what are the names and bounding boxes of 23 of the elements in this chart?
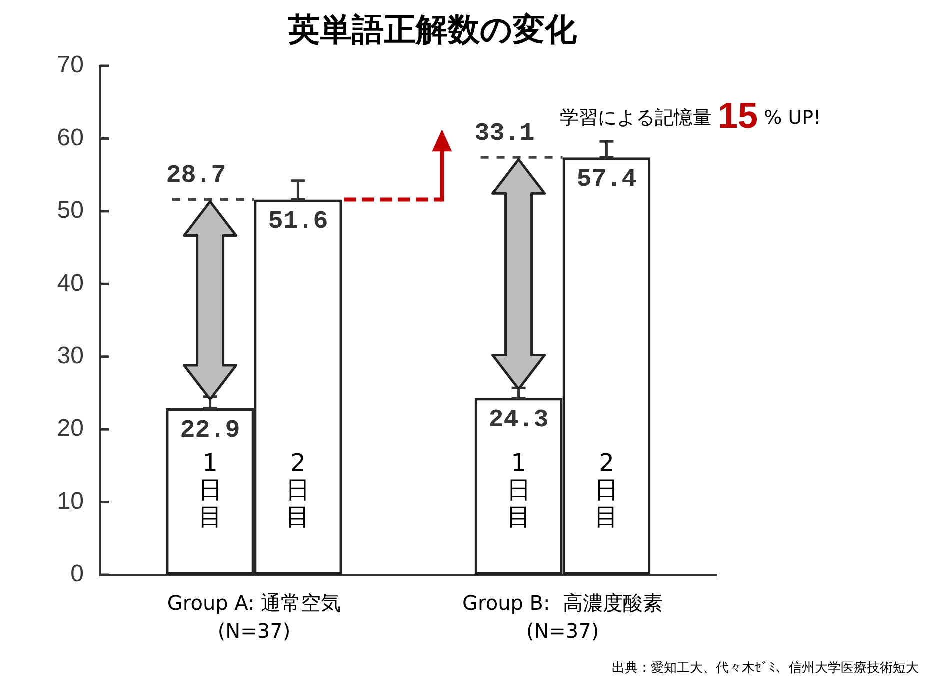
data-label: 24.3 (488, 406, 549, 435)
y-tick-label: 60 (57, 124, 84, 152)
data-label: 22.9 (180, 416, 240, 445)
y-tick-label: 40 (57, 270, 84, 297)
text: 1日目 (506, 449, 531, 532)
series-label: 1日目 (198, 449, 222, 532)
data-label: 57.4 (576, 164, 637, 194)
annotation: 学習による記憶量 15 % UP! (560, 95, 822, 136)
y-tick-label: 30 (57, 342, 84, 370)
series-label: 2日目 (286, 449, 310, 532)
y-tick-label: 50 (57, 197, 84, 224)
x-tick-label: Group A: 通常空気 (N=37) (167, 591, 342, 644)
data-label: 51.6 (268, 207, 328, 236)
text: 2日目 (594, 449, 619, 532)
chart-title: 英単語正解数の変化 (287, 10, 578, 48)
source-note: 出典：愛知工大、代々木ｾﾞﾐ、信州大学医療技術短大 (612, 661, 919, 676)
y-tick-label: 20 (57, 415, 84, 442)
y-tick-label: 10 (57, 488, 84, 515)
annotation: 28.7 (166, 161, 226, 190)
y-tick-label: 0 (70, 560, 84, 588)
x-tick-label: Group B: 高濃度酸素 (N=37) (462, 591, 663, 644)
y-tick-label: 70 (57, 52, 84, 79)
annotation: 33.1 (474, 118, 535, 148)
